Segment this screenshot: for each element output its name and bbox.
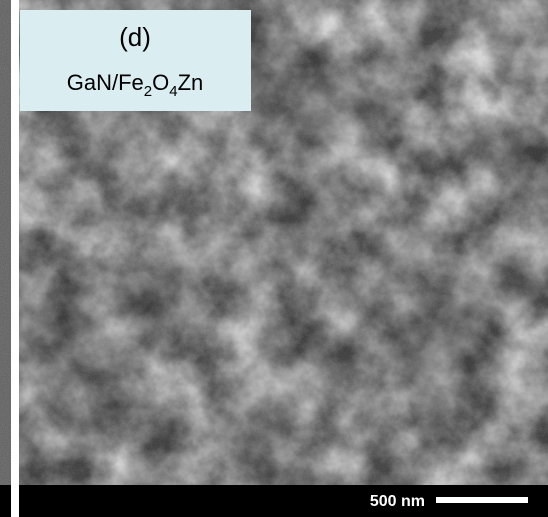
sem-figure: 500 nm (d) GaN/Fe2O4Zn <box>0 0 548 517</box>
page: 500 nm (d) GaN/Fe2O4Zn (() => { const da… <box>0 0 548 517</box>
sample-subscript: 4 <box>169 83 177 100</box>
adjacent-panel-texture <box>0 0 11 485</box>
sample-part: GaN/Fe <box>67 70 144 95</box>
sample-subscript: 2 <box>144 83 152 100</box>
scale-bar <box>436 497 528 503</box>
panel-label: (d) <box>119 22 151 52</box>
sample-part: O <box>152 70 169 95</box>
scale-bar-label: 500 nm <box>370 493 425 510</box>
adjacent-panel-bar <box>0 485 11 517</box>
sample-part: Zn <box>178 70 204 95</box>
